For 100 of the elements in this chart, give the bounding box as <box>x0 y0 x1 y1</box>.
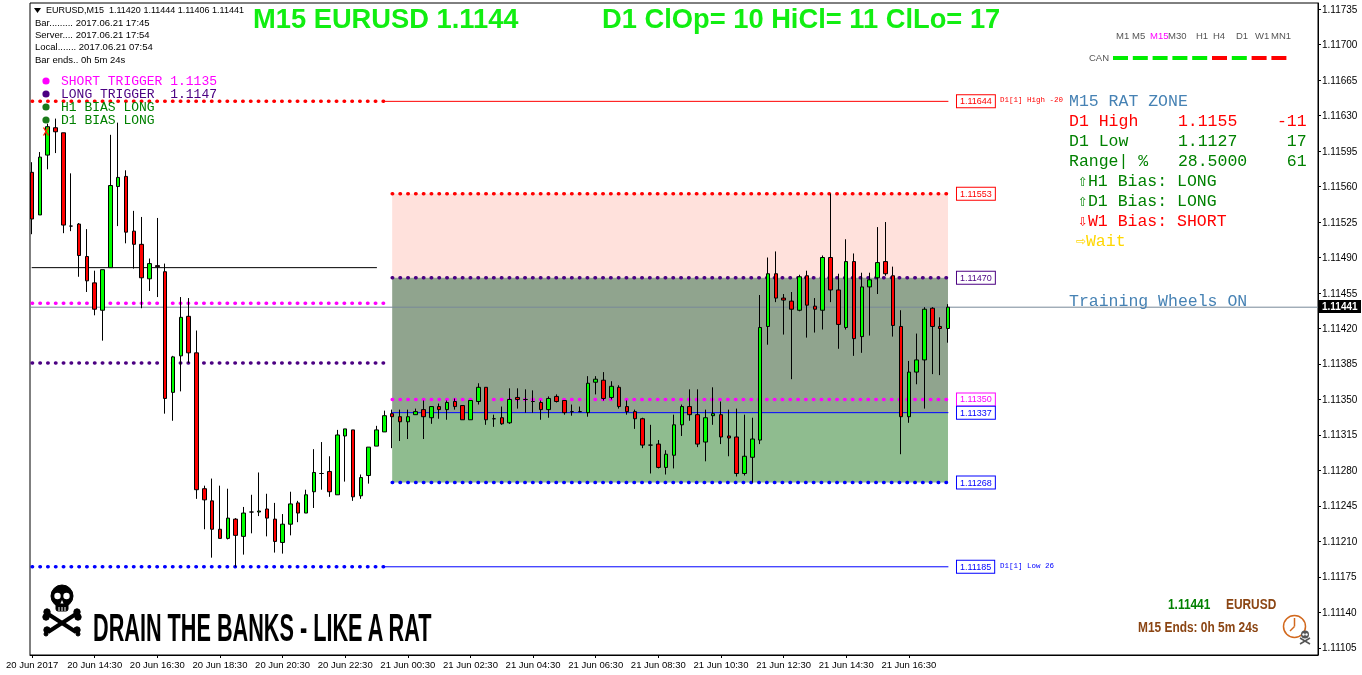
y-tick-label: 1.11350 <box>1322 393 1358 405</box>
y-tick-label: 1.11455 <box>1322 287 1358 299</box>
x-tick-label: 21 Jun 08:30 <box>630 658 686 670</box>
candlestick <box>429 406 434 425</box>
annotation: Training Wheels ON <box>1069 291 1248 311</box>
candlestick <box>609 380 614 400</box>
candlestick <box>382 410 387 433</box>
candlestick <box>186 297 191 364</box>
y-tick-label: 1.11420 <box>1322 322 1358 334</box>
x-tick-label: 20 Jun 20:30 <box>255 658 311 670</box>
candlestick <box>680 404 684 437</box>
candlestick <box>210 478 214 559</box>
annotation: M15 <box>1150 30 1169 42</box>
candlestick <box>171 355 175 422</box>
y-tick-label: 1.11595 <box>1322 145 1358 157</box>
candlestick <box>343 428 347 483</box>
y-tick-label: 1.11700 <box>1322 39 1358 51</box>
annotation: EURUSD <box>1226 596 1277 612</box>
x-tick-label: 20 Jun 18:30 <box>192 658 248 670</box>
x-tick-label: 21 Jun 04:30 <box>505 658 561 670</box>
x-tick-label: 21 Jun 10:30 <box>693 658 749 670</box>
data-label: 1.11470 <box>959 272 992 283</box>
candlestick <box>781 293 786 336</box>
candlestick <box>742 414 747 477</box>
y-tick-label: 1.11210 <box>1322 535 1358 547</box>
annotation: M30 <box>1168 30 1187 42</box>
candlestick <box>515 387 520 410</box>
annotation: SHORT TRIGGER 1.1135 <box>61 73 218 89</box>
x-tick-label: 20 Jun 22:30 <box>317 658 373 670</box>
candlestick <box>797 274 802 312</box>
candlestick <box>750 417 755 484</box>
candlestick <box>61 132 66 234</box>
annotation: M1 <box>1116 30 1130 42</box>
y-tick-label: 1.11280 <box>1322 464 1358 476</box>
candlestick <box>445 399 449 421</box>
candlestick <box>218 485 222 539</box>
candlestick <box>194 330 199 500</box>
candlestick <box>625 399 629 416</box>
candlestick <box>38 151 42 216</box>
annotation: M5 <box>1132 30 1146 42</box>
candlestick <box>406 409 410 440</box>
candlestick <box>805 270 809 339</box>
annotation: ⇧D1 Bias: LONG <box>1078 191 1217 211</box>
x-tick-label: 20 Jun 2017 <box>5 658 59 670</box>
x-tick-label: 21 Jun 06:30 <box>568 658 624 670</box>
candlestick <box>914 333 919 385</box>
annotation: Server.... 2017.06.21 17:54 <box>35 29 150 41</box>
candlestick <box>288 491 293 536</box>
candlestick <box>875 226 880 295</box>
x-tick-label: 21 Jun 12:30 <box>756 658 812 670</box>
ref-line-label: 1.11441 <box>1319 300 1361 314</box>
y-tick-label: 1.11665 <box>1322 74 1358 86</box>
candlestick <box>562 399 567 416</box>
candlestick <box>437 403 441 420</box>
annotation: Bar ends.. 0h 5m 24s <box>35 54 126 66</box>
candlestick <box>727 409 731 457</box>
candlestick <box>844 238 848 331</box>
candlestick <box>656 439 661 469</box>
candlestick <box>241 506 246 556</box>
candlestick <box>374 425 379 447</box>
candlestick <box>226 488 230 540</box>
candlestick <box>554 393 559 404</box>
candlestick <box>296 500 300 523</box>
candlestick <box>539 399 543 421</box>
candlestick <box>413 408 418 416</box>
candlestick <box>633 409 637 430</box>
candlestick <box>351 429 355 502</box>
x-tick-label: 20 Jun 16:30 <box>129 658 185 670</box>
candlestick <box>273 502 277 554</box>
candlestick <box>366 446 371 485</box>
annotation: H4 <box>1213 30 1226 42</box>
candlestick <box>124 169 128 244</box>
candlestick <box>523 388 528 414</box>
data-label: 1.11350 <box>959 394 992 405</box>
annotation: ⇧H1 Bias: LONG <box>1078 171 1217 191</box>
candlestick <box>312 448 316 509</box>
candlestick <box>421 399 426 440</box>
candlestick <box>390 409 394 449</box>
candlestick <box>92 270 97 316</box>
candlestick <box>836 273 841 350</box>
candlestick <box>922 306 927 410</box>
candlestick <box>664 449 668 476</box>
candlestick <box>492 414 496 428</box>
candlestick <box>687 388 692 422</box>
candlestick <box>711 386 715 426</box>
candlestick <box>468 399 473 421</box>
annotation: H1 <box>1196 30 1209 42</box>
candlestick <box>789 291 794 380</box>
y-tick-label: 1.11105 <box>1322 642 1358 654</box>
candlestick <box>476 382 481 406</box>
x-tick-label: 21 Jun 16:30 <box>881 658 937 670</box>
candlestick <box>304 489 308 514</box>
candlestick <box>202 485 207 530</box>
annotation: M15 RAT ZONE <box>1069 91 1188 111</box>
annotation: D1 BIAS LONG <box>61 112 155 128</box>
candlestick <box>601 371 606 401</box>
annotation: D1 High 1.1155 -11 <box>1069 111 1307 131</box>
x-tick-label: 21 Jun 00:30 <box>380 658 436 670</box>
candlestick <box>703 409 708 462</box>
annotation: H1 BIAS LONG <box>61 99 155 115</box>
